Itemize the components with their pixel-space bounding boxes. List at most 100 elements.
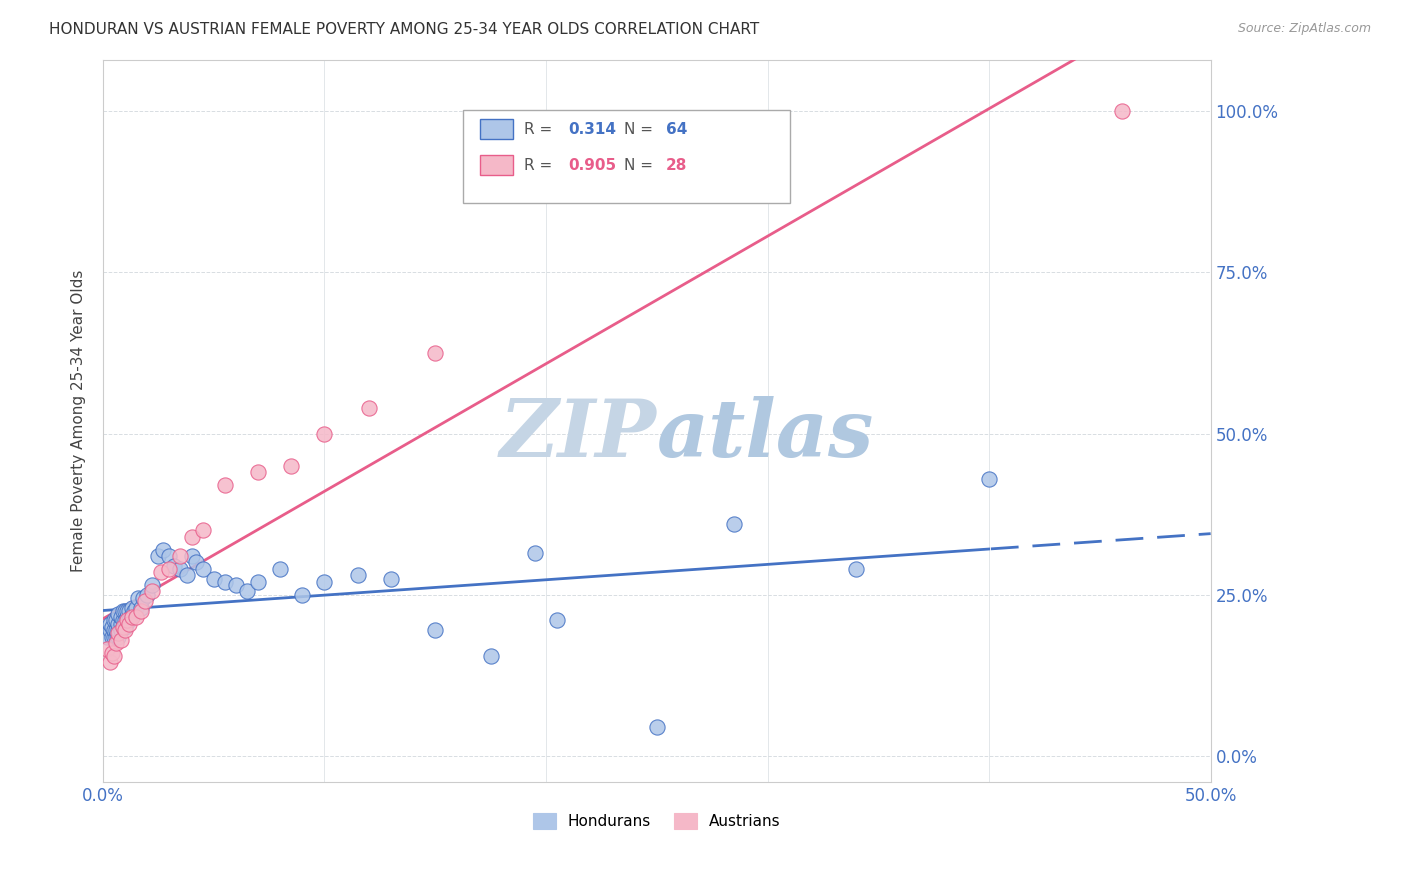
Point bbox=[184, 556, 207, 570]
Point bbox=[111, 604, 134, 618]
Text: 28: 28 bbox=[665, 158, 688, 173]
Point bbox=[180, 549, 202, 563]
Point bbox=[110, 610, 132, 624]
Point bbox=[314, 574, 336, 589]
Point bbox=[98, 656, 121, 670]
Point bbox=[118, 604, 141, 618]
Point bbox=[134, 594, 156, 608]
Point bbox=[100, 646, 122, 660]
Point bbox=[136, 588, 159, 602]
Point bbox=[157, 562, 180, 576]
Text: R =: R = bbox=[524, 122, 557, 137]
Point bbox=[149, 565, 172, 579]
Point bbox=[107, 626, 129, 640]
Point bbox=[111, 620, 134, 634]
Point bbox=[141, 584, 163, 599]
Point bbox=[269, 562, 291, 576]
Point bbox=[180, 530, 202, 544]
Point bbox=[98, 623, 121, 637]
Point bbox=[425, 623, 447, 637]
Point bbox=[118, 616, 141, 631]
Point bbox=[214, 478, 236, 492]
Point bbox=[110, 616, 132, 631]
Point bbox=[152, 542, 174, 557]
Point bbox=[148, 549, 170, 563]
Point bbox=[157, 549, 180, 563]
Y-axis label: Female Poverty Among 25-34 Year Olds: Female Poverty Among 25-34 Year Olds bbox=[72, 269, 86, 572]
Point bbox=[107, 630, 129, 644]
Point bbox=[117, 610, 139, 624]
FancyBboxPatch shape bbox=[463, 110, 790, 202]
Point bbox=[125, 600, 148, 615]
FancyBboxPatch shape bbox=[479, 155, 513, 175]
Point bbox=[122, 604, 145, 618]
Point bbox=[202, 572, 225, 586]
Point bbox=[546, 614, 568, 628]
Point bbox=[107, 623, 129, 637]
Point bbox=[236, 584, 259, 599]
Point bbox=[425, 346, 447, 360]
Point bbox=[105, 630, 128, 644]
Point bbox=[114, 620, 136, 634]
Point bbox=[191, 523, 214, 537]
Point bbox=[357, 401, 380, 415]
Point bbox=[100, 630, 122, 644]
Point bbox=[523, 546, 546, 560]
FancyBboxPatch shape bbox=[479, 119, 513, 139]
Point bbox=[107, 607, 129, 621]
Point bbox=[291, 588, 314, 602]
Point bbox=[103, 648, 125, 663]
Point bbox=[163, 558, 186, 573]
Point bbox=[176, 568, 198, 582]
Point bbox=[121, 607, 143, 621]
Point bbox=[977, 472, 1000, 486]
Point bbox=[191, 562, 214, 576]
Point bbox=[111, 614, 134, 628]
Point bbox=[246, 574, 269, 589]
Point bbox=[380, 572, 402, 586]
Point bbox=[280, 458, 302, 473]
Point bbox=[110, 632, 132, 647]
Point bbox=[118, 614, 141, 628]
Point bbox=[132, 591, 155, 605]
Text: ZIP: ZIP bbox=[501, 396, 657, 474]
Point bbox=[845, 562, 868, 576]
Point bbox=[723, 516, 745, 531]
Point bbox=[117, 614, 139, 628]
Point bbox=[114, 614, 136, 628]
Point bbox=[645, 720, 668, 734]
Point bbox=[103, 623, 125, 637]
Point bbox=[105, 623, 128, 637]
Point bbox=[225, 578, 247, 592]
Text: Source: ZipAtlas.com: Source: ZipAtlas.com bbox=[1237, 22, 1371, 36]
Point bbox=[479, 648, 502, 663]
Text: 0.314: 0.314 bbox=[568, 122, 616, 137]
Point bbox=[111, 620, 134, 634]
Text: N =: N = bbox=[623, 158, 658, 173]
Point bbox=[98, 616, 121, 631]
Point bbox=[121, 610, 143, 624]
Point bbox=[141, 578, 163, 592]
Point bbox=[1111, 104, 1133, 119]
Text: atlas: atlas bbox=[657, 396, 875, 474]
Text: R =: R = bbox=[524, 158, 557, 173]
Point bbox=[117, 604, 139, 618]
Point bbox=[114, 623, 136, 637]
Point bbox=[169, 562, 191, 576]
Point bbox=[105, 636, 128, 650]
Point bbox=[100, 620, 122, 634]
Point bbox=[346, 568, 368, 582]
Point bbox=[114, 604, 136, 618]
Point bbox=[110, 623, 132, 637]
Point bbox=[96, 630, 118, 644]
Text: 0.905: 0.905 bbox=[568, 158, 616, 173]
Point bbox=[103, 630, 125, 644]
Point bbox=[96, 642, 118, 657]
Point bbox=[125, 610, 148, 624]
Point bbox=[105, 614, 128, 628]
Point bbox=[129, 604, 152, 618]
Legend: Hondurans, Austrians: Hondurans, Austrians bbox=[527, 807, 787, 836]
Point bbox=[169, 549, 191, 563]
Point bbox=[103, 614, 125, 628]
Point bbox=[246, 465, 269, 479]
